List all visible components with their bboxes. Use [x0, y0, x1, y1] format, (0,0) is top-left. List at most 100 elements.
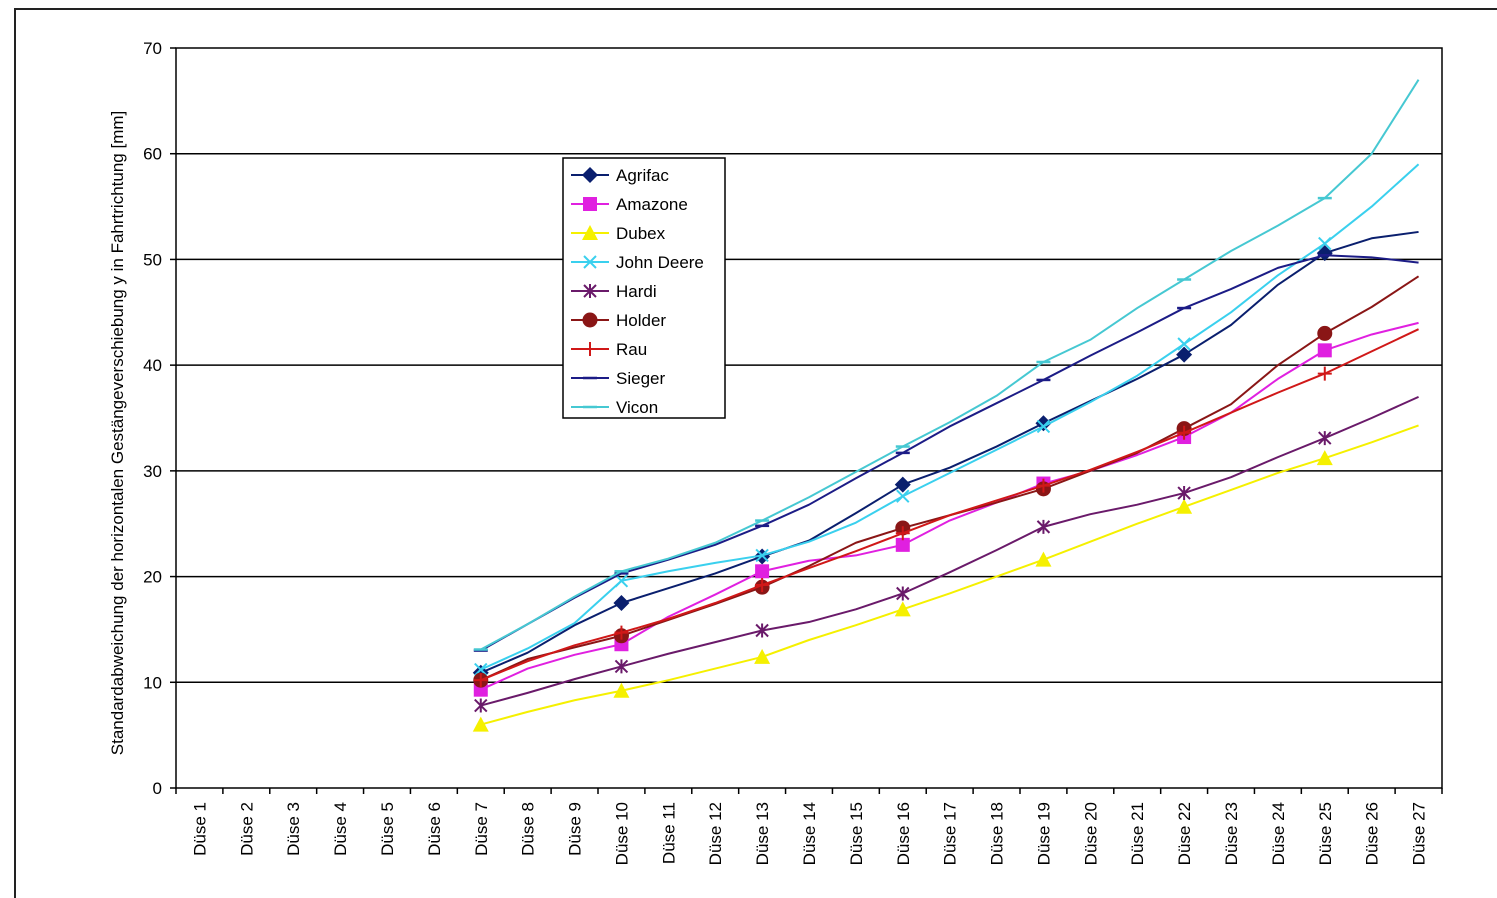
data-point-hardi [1177, 486, 1191, 501]
series-line-rau [480, 328, 1419, 682]
legend-label-vicon: Vicon [616, 398, 658, 417]
data-point-rau [1317, 366, 1332, 381]
data-point-dubex [613, 682, 630, 698]
plot-area [175, 47, 1443, 789]
x-tick-label: Düse 3 [284, 802, 303, 856]
data-point-john-deere [1036, 419, 1051, 434]
x-tick-label: Düse 12 [706, 802, 725, 865]
legend-label-john-deere: John Deere [616, 253, 704, 272]
data-point-rau [1177, 425, 1192, 440]
legend-label-amazone: Amazone [616, 195, 688, 214]
data-point-agrifac [894, 476, 911, 493]
series-line-john-deere [480, 163, 1420, 671]
y-tick-label: 40 [143, 356, 162, 375]
x-tick-label: Düse 13 [753, 802, 772, 865]
series-line-vicon [480, 79, 1420, 651]
chart-frame [14, 8, 1497, 898]
x-tick-label: Düse 26 [1363, 802, 1382, 865]
data-point-hardi [1318, 431, 1332, 446]
legend-label-agrifac: Agrifac [616, 166, 669, 185]
series-line-dubex [480, 424, 1419, 726]
data-point-rau [614, 625, 629, 640]
data-point-amazone [755, 564, 770, 579]
data-point-john-deere [474, 662, 488, 677]
data-point-hardi [1036, 519, 1051, 534]
x-tick-label: Düse 18 [988, 802, 1007, 865]
x-tick-label: Düse 16 [894, 802, 913, 865]
data-point-hardi [614, 659, 629, 674]
data-point-john-deere [1318, 236, 1332, 251]
data-point-dubex [1035, 551, 1052, 567]
x-tick-label: Düse 21 [1128, 802, 1147, 865]
legend-label-hardi: Hardi [616, 282, 657, 301]
x-tick-label: Düse 10 [612, 802, 631, 865]
legend-marker-agrifac [582, 167, 598, 183]
legend-marker-amazone [583, 197, 597, 211]
legend-marker-john-deere [583, 255, 597, 269]
data-point-hardi [896, 586, 910, 601]
x-tick-label: Düse 25 [1316, 802, 1335, 865]
x-tick-label: Düse 9 [566, 802, 585, 856]
y-tick-label: 0 [153, 779, 162, 798]
y-tick-label: 70 [143, 39, 162, 58]
data-point-john-deere [614, 574, 629, 588]
x-tick-label: Düse 22 [1175, 802, 1194, 865]
legend-marker-rau [583, 342, 597, 356]
x-tick-label: Düse 27 [1410, 802, 1429, 865]
data-point-holder [1317, 325, 1333, 341]
y-tick-label: 20 [143, 568, 162, 587]
x-tick-label: Düse 14 [800, 802, 819, 865]
x-tick-label: Düse 19 [1034, 802, 1053, 865]
x-tick-label: Düse 4 [331, 802, 350, 856]
x-tick-label: Düse 5 [378, 802, 397, 856]
x-tick-label: Düse 2 [237, 802, 256, 856]
x-tick-label: Düse 11 [659, 802, 678, 864]
data-point-agrifac [1316, 245, 1333, 262]
y-tick-label: 30 [143, 462, 162, 481]
data-point-hardi [755, 623, 769, 638]
series-line-agrifac [480, 230, 1419, 674]
legend-marker-hardi [583, 284, 597, 298]
data-point-dubex [1176, 498, 1193, 514]
data-point-dubex [1316, 450, 1333, 466]
y-tick-label: 50 [143, 250, 162, 269]
data-point-john-deere [1177, 337, 1191, 351]
data-point-rau [1036, 478, 1051, 493]
x-tick-label: Düse 20 [1081, 802, 1100, 865]
data-point-dubex [754, 648, 771, 664]
legend-label-dubex: Dubex [616, 224, 666, 243]
data-point-agrifac [613, 595, 630, 611]
data-point-agrifac [1035, 415, 1052, 432]
y-axis-label: Standardabweichung der horizontalen Gest… [108, 111, 127, 755]
legend-marker-dubex [582, 225, 598, 240]
x-tick-label: Düse 15 [847, 802, 866, 865]
series-line-sieger [480, 254, 1419, 652]
data-point-john-deere [896, 489, 910, 503]
x-tick-label: Düse 1 [190, 802, 209, 856]
legend-label-sieger: Sieger [616, 369, 665, 388]
data-point-dubex [894, 601, 911, 617]
x-tick-label: Düse 17 [941, 802, 960, 865]
legend-marker-holder [582, 312, 598, 328]
x-tick-label: Düse 6 [425, 802, 444, 856]
data-point-dubex [472, 716, 489, 732]
x-tick-label: Düse 7 [472, 802, 491, 856]
data-point-hardi [474, 698, 488, 713]
data-point-john-deere [755, 548, 769, 563]
legend-label-rau: Rau [616, 340, 647, 359]
data-point-rau [755, 578, 770, 593]
legend-label-holder: Holder [616, 311, 666, 330]
data-point-amazone [895, 537, 910, 552]
x-tick-label: Düse 23 [1222, 802, 1241, 865]
data-point-agrifac [1176, 346, 1193, 363]
data-point-rau [895, 526, 910, 541]
x-tick-label: Düse 8 [519, 802, 538, 856]
x-tick-label: Düse 24 [1269, 802, 1288, 865]
y-tick-label: 10 [143, 673, 162, 692]
series-line-hardi [480, 395, 1419, 707]
data-point-amazone [1317, 343, 1332, 358]
series-line-amazone [480, 321, 1419, 691]
y-tick-label: 60 [143, 145, 162, 164]
data-point-rau [473, 673, 488, 688]
